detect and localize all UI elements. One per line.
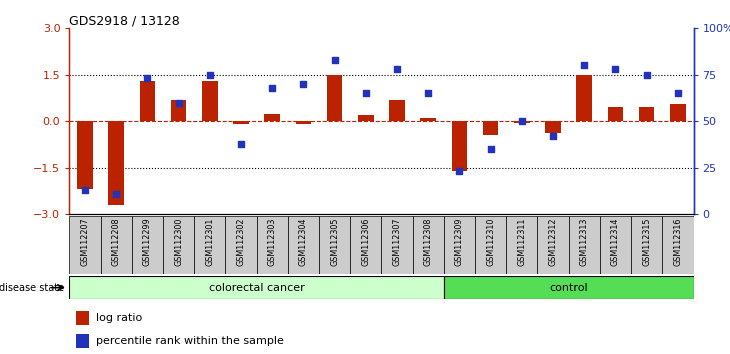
- Bar: [76, 312, 89, 325]
- Bar: [264, 114, 280, 121]
- Point: [110, 191, 122, 196]
- Point: [453, 169, 465, 174]
- Text: GSM112308: GSM112308: [423, 218, 433, 266]
- Bar: [288, 216, 319, 274]
- Bar: [662, 216, 694, 274]
- Text: GSM112316: GSM112316: [673, 218, 683, 266]
- Text: GSM112313: GSM112313: [580, 218, 589, 266]
- Bar: [202, 81, 218, 121]
- Bar: [163, 216, 194, 274]
- Point: [485, 146, 496, 152]
- Bar: [296, 121, 311, 124]
- Bar: [131, 216, 163, 274]
- Bar: [358, 115, 374, 121]
- Bar: [607, 107, 623, 121]
- Bar: [381, 216, 412, 274]
- Point: [516, 118, 528, 124]
- Text: GSM112315: GSM112315: [642, 218, 651, 266]
- Text: GSM112299: GSM112299: [143, 218, 152, 267]
- Bar: [69, 216, 101, 274]
- Point: [173, 100, 185, 105]
- Point: [578, 63, 590, 68]
- Text: colorectal cancer: colorectal cancer: [209, 282, 304, 293]
- Bar: [444, 216, 475, 274]
- Text: GSM112305: GSM112305: [330, 218, 339, 266]
- Bar: [545, 121, 561, 133]
- Bar: [670, 104, 685, 121]
- Text: percentile rank within the sample: percentile rank within the sample: [96, 336, 283, 346]
- Point: [641, 72, 653, 78]
- Point: [360, 91, 372, 96]
- Bar: [101, 216, 132, 274]
- Bar: [412, 216, 444, 274]
- Text: GSM112306: GSM112306: [361, 218, 370, 266]
- Bar: [631, 216, 662, 274]
- Bar: [444, 276, 694, 299]
- Bar: [537, 216, 569, 274]
- Text: GSM112300: GSM112300: [174, 218, 183, 266]
- Text: log ratio: log ratio: [96, 313, 142, 323]
- Text: GSM112208: GSM112208: [112, 218, 120, 266]
- Text: GSM112314: GSM112314: [611, 218, 620, 266]
- Bar: [514, 121, 530, 123]
- Text: GSM112304: GSM112304: [299, 218, 308, 266]
- Bar: [639, 107, 655, 121]
- Bar: [577, 75, 592, 121]
- Text: GSM112302: GSM112302: [237, 218, 245, 266]
- Bar: [108, 121, 124, 205]
- Bar: [420, 118, 436, 121]
- Point: [79, 187, 91, 193]
- Bar: [327, 75, 342, 121]
- Text: disease state: disease state: [0, 282, 64, 293]
- Point: [235, 141, 247, 147]
- Bar: [350, 216, 381, 274]
- Text: GSM112312: GSM112312: [548, 218, 558, 266]
- Bar: [194, 216, 226, 274]
- Point: [142, 76, 153, 81]
- Bar: [171, 99, 186, 121]
- Text: GSM112309: GSM112309: [455, 218, 464, 266]
- Point: [610, 67, 621, 72]
- Text: GDS2918 / 13128: GDS2918 / 13128: [69, 14, 180, 27]
- Text: control: control: [550, 282, 588, 293]
- Bar: [483, 121, 499, 135]
- Bar: [475, 216, 507, 274]
- Bar: [569, 216, 600, 274]
- Bar: [319, 216, 350, 274]
- Point: [204, 72, 215, 78]
- Bar: [257, 216, 288, 274]
- Bar: [233, 121, 249, 124]
- Point: [672, 91, 684, 96]
- Bar: [226, 216, 257, 274]
- Bar: [389, 99, 405, 121]
- Text: GSM112303: GSM112303: [268, 218, 277, 266]
- Bar: [69, 276, 444, 299]
- Text: GSM112307: GSM112307: [393, 218, 402, 266]
- Text: GSM112310: GSM112310: [486, 218, 495, 266]
- Text: GSM112207: GSM112207: [80, 218, 90, 266]
- Bar: [139, 81, 155, 121]
- Text: GSM112301: GSM112301: [205, 218, 215, 266]
- Point: [548, 133, 559, 139]
- Bar: [600, 216, 631, 274]
- Bar: [507, 216, 537, 274]
- Point: [266, 85, 278, 91]
- Point: [423, 91, 434, 96]
- Bar: [76, 334, 89, 348]
- Point: [298, 81, 310, 87]
- Point: [328, 57, 340, 63]
- Point: [391, 67, 403, 72]
- Bar: [452, 121, 467, 171]
- Bar: [77, 121, 93, 189]
- Text: GSM112311: GSM112311: [518, 218, 526, 266]
